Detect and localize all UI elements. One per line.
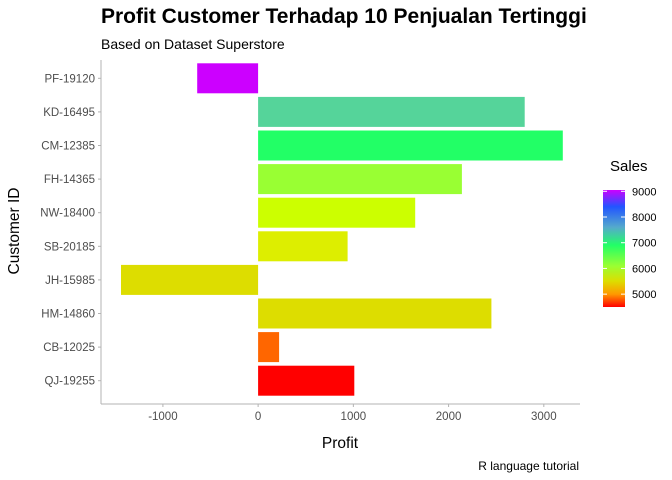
legend-label: 5000 xyxy=(632,289,656,301)
plot-area xyxy=(121,63,563,396)
bar-kd-16495 xyxy=(258,96,525,127)
chart-title: Profit Customer Terhadap 10 Penjualan Te… xyxy=(101,5,587,28)
chart-caption: R language tutorial xyxy=(478,459,579,473)
bar-nw-18400 xyxy=(258,197,416,228)
y-tick-label: JH-15985 xyxy=(45,275,95,287)
legend-label: 9000 xyxy=(632,186,656,198)
bar-pf-19120 xyxy=(197,63,259,94)
y-tick-label: PF-19120 xyxy=(44,73,95,85)
y-tick-label: SB-20185 xyxy=(44,241,95,253)
legend-colorbar xyxy=(603,190,625,307)
bar-fh-14365 xyxy=(258,164,462,195)
y-tick-label: FH-14365 xyxy=(44,174,95,186)
y-tick-label: CB-12025 xyxy=(43,342,95,354)
x-tick-label: 3000 xyxy=(531,411,557,423)
legend-label: 6000 xyxy=(632,263,656,275)
y-tick-label: CM-12385 xyxy=(41,141,95,153)
bar-hm-14860 xyxy=(258,298,492,329)
y-axis-title: Customer ID xyxy=(6,188,23,275)
legend-title: Sales xyxy=(610,158,648,175)
y-tick-label: KD-16495 xyxy=(43,107,95,119)
y-tick-label: NW-18400 xyxy=(40,208,95,220)
chart-subtitle: Based on Dataset Superstore xyxy=(101,36,285,52)
bar-cb-12025 xyxy=(258,332,280,363)
y-tick-label: HM-14860 xyxy=(41,309,95,321)
x-tick-label: -1000 xyxy=(148,411,177,423)
x-axis-ticks: -1000 0 1000 2000 3000 xyxy=(148,404,557,423)
legend-label: 8000 xyxy=(632,212,656,224)
bar-qj-19255 xyxy=(258,365,355,396)
x-axis-title: Profit xyxy=(322,435,359,452)
x-tick-label: 1000 xyxy=(341,411,367,423)
x-tick-label: 0 xyxy=(255,411,261,423)
legend-label: 7000 xyxy=(632,238,656,250)
sales-legend: Sales 9000 8000 7000 6000 5000 xyxy=(603,158,656,307)
y-tick-label: QJ-19255 xyxy=(44,376,95,388)
y-axis-ticks: PF-19120 KD-16495 CM-12385 FH-14365 NW-18400… xyxy=(40,73,101,388)
bar-jh-15985 xyxy=(121,264,259,295)
bar-sb-20185 xyxy=(258,231,348,262)
x-tick-label: 2000 xyxy=(436,411,462,423)
bar-cm-12385 xyxy=(258,130,563,161)
